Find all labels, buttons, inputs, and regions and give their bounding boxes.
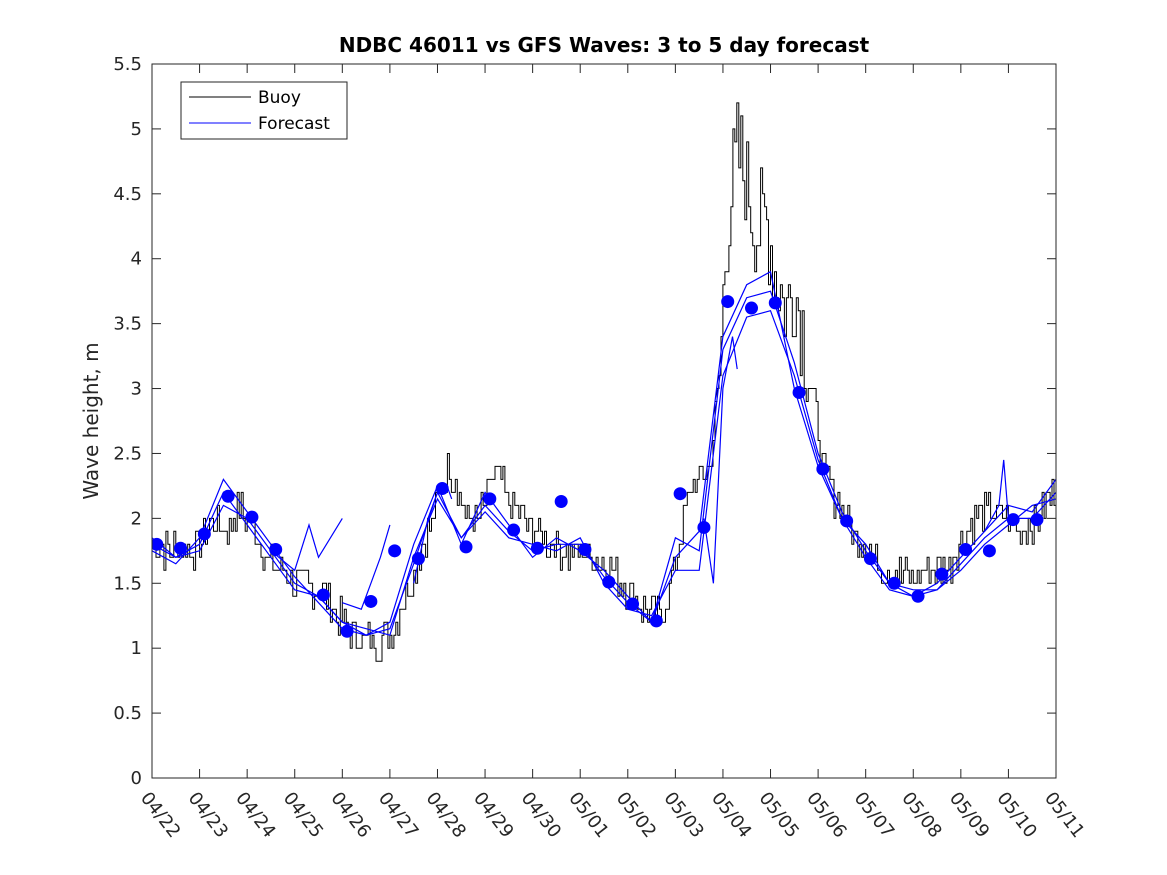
forecast-marker bbox=[768, 296, 782, 310]
legend-box bbox=[180, 81, 348, 140]
y-tick-label: 2.5 bbox=[113, 443, 142, 464]
forecast-marker bbox=[887, 576, 901, 590]
legend-buoy-label: Buoy bbox=[258, 88, 301, 108]
forecast-marker bbox=[554, 494, 568, 508]
y-tick-label: 5 bbox=[131, 119, 142, 140]
forecast-marker bbox=[911, 589, 925, 603]
chart-title: NDBC 46011 vs GFS Waves: 3 to 5 day fore… bbox=[339, 33, 870, 57]
forecast-marker bbox=[197, 527, 211, 541]
forecast-marker bbox=[935, 567, 949, 581]
forecast-marker bbox=[459, 540, 473, 554]
y-tick-label: 3.5 bbox=[113, 314, 142, 335]
forecast-series-line bbox=[984, 459, 1009, 532]
y-tick-label: 0.5 bbox=[113, 703, 142, 724]
forecast-marker bbox=[959, 543, 973, 557]
forecast-marker bbox=[673, 487, 687, 501]
forecast-marker bbox=[1006, 513, 1020, 527]
forecast-marker bbox=[483, 492, 497, 506]
forecast-marker bbox=[340, 624, 354, 638]
forecast-marker bbox=[152, 537, 164, 551]
forecast-marker bbox=[840, 514, 854, 528]
forecast-marker bbox=[364, 594, 378, 608]
forecast-marker bbox=[269, 543, 283, 557]
y-tick-label: 4.5 bbox=[113, 184, 142, 205]
forecast-marker bbox=[602, 575, 616, 589]
forecast-marker bbox=[721, 295, 735, 309]
forecast-marker bbox=[530, 541, 544, 555]
forecast-marker bbox=[744, 301, 758, 315]
forecast-marker bbox=[411, 552, 425, 566]
forecast-marker bbox=[1030, 513, 1044, 527]
forecast-series-line bbox=[703, 336, 738, 584]
y-axis-title: Wave height, m bbox=[79, 342, 103, 499]
forecast-series-line bbox=[152, 270, 1056, 636]
forecast-marker bbox=[316, 588, 330, 602]
y-tick-label: 4 bbox=[131, 249, 142, 270]
y-tick-label: 1.5 bbox=[113, 573, 142, 594]
y-tick-label: 1 bbox=[131, 638, 142, 659]
forecast-marker bbox=[863, 552, 877, 566]
forecast-marker bbox=[578, 543, 592, 557]
y-tick-label: 5.5 bbox=[113, 54, 142, 75]
forecast-marker bbox=[792, 385, 806, 399]
forecast-marker bbox=[245, 510, 259, 524]
plot-area bbox=[152, 102, 1056, 662]
buoy-series-line bbox=[152, 102, 1056, 662]
y-tick-label: 2 bbox=[131, 508, 142, 529]
forecast-marker bbox=[697, 520, 711, 534]
y-tick-label: 0 bbox=[131, 768, 142, 789]
y-axis-ticks: 0 0.5 1 1.5 2 2.5 3 3.5 4 4.5 5 5.5 bbox=[113, 54, 1056, 789]
plot-border bbox=[151, 63, 1057, 779]
forecast-marker bbox=[221, 489, 235, 503]
forecast-marker bbox=[507, 523, 521, 537]
forecast-marker bbox=[174, 541, 188, 555]
forecast-marker bbox=[626, 597, 640, 611]
forecast-marker bbox=[388, 544, 402, 558]
forecast-series-line bbox=[342, 524, 391, 610]
forecast-marker bbox=[982, 544, 996, 558]
forecast-marker bbox=[816, 462, 830, 476]
forecast-series-line bbox=[152, 290, 1056, 636]
y-tick-label: 3 bbox=[131, 379, 142, 400]
legend: Buoy Forecast bbox=[180, 81, 348, 140]
forecast-marker bbox=[435, 482, 449, 496]
legend-forecast-label: Forecast bbox=[258, 114, 330, 134]
forecast-marker bbox=[649, 614, 663, 628]
forecast-series-line bbox=[270, 518, 343, 572]
